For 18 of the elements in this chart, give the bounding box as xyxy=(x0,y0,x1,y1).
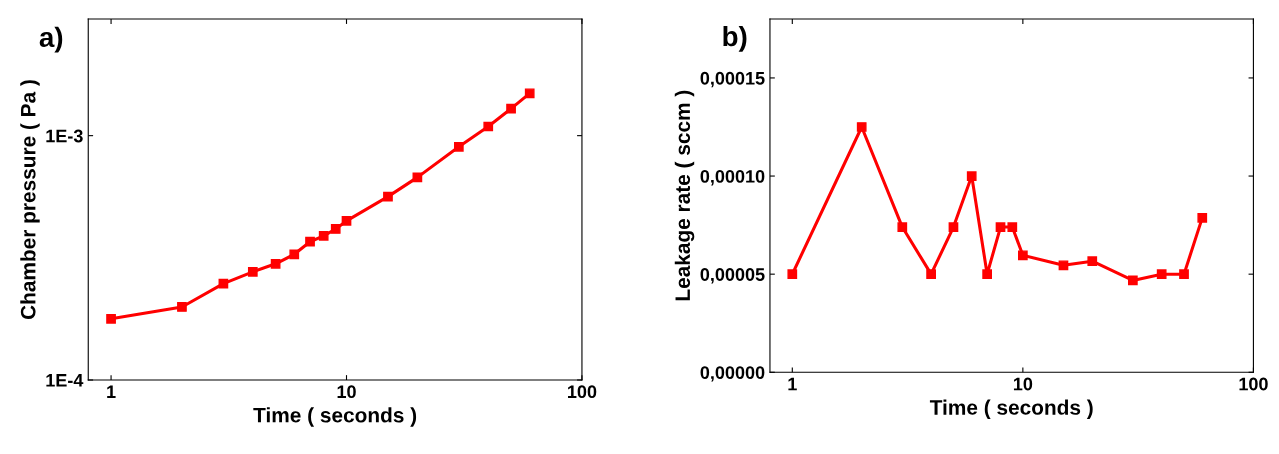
x-axis-title: Time ( seconds ) xyxy=(929,399,1093,419)
x-tick-label: 10 xyxy=(1013,377,1033,391)
x-tick-label: 1 xyxy=(788,377,797,391)
y-tick-label: 0,00010 xyxy=(700,169,765,186)
y-tick-label: 0,00000 xyxy=(700,366,765,382)
chart-title: a) xyxy=(39,26,63,53)
y-tick-label: 0,00015 xyxy=(700,71,765,88)
y-tick-label: 1E-3 xyxy=(46,129,83,143)
y-tick-label: 1E-4 xyxy=(46,374,84,387)
x-tick-label: 1 xyxy=(107,385,116,398)
chart-title: b) xyxy=(723,25,747,52)
x-axis-title: Time ( seconds ) xyxy=(253,407,417,427)
y-tick-label: 0,00005 xyxy=(700,268,765,284)
x-tick-label: 100 xyxy=(1239,377,1268,391)
x-tick-label: 10 xyxy=(337,385,356,399)
y-axis-title: Chamber pressure ( Pa ) xyxy=(20,80,40,320)
y-axis-title: Leakage rate ( sccm ) xyxy=(674,90,695,301)
x-tick-label: 100 xyxy=(568,385,597,399)
